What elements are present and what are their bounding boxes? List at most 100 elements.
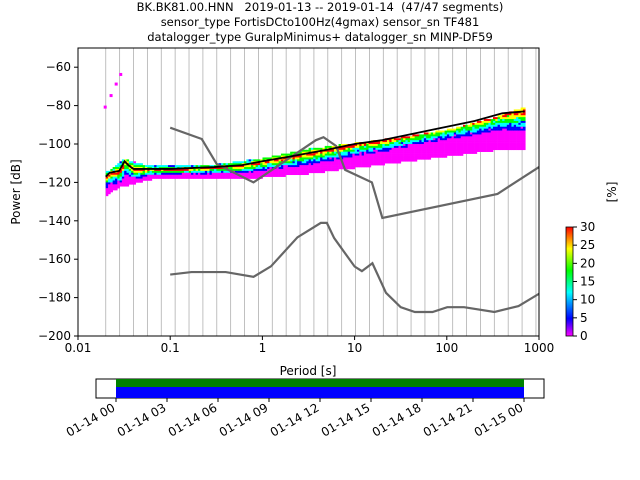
psd-cell [384,142,388,145]
x-tick-label: 100 [435,341,458,355]
psd-cell [280,153,284,156]
psd-cell [165,172,169,176]
psd-cell [299,170,302,174]
psd-cell [239,165,243,168]
psd-cell [446,132,450,135]
psd-cell [324,159,328,162]
psd-cell [481,145,485,149]
psd-cell [370,157,374,160]
psd-cell [124,167,127,170]
psd-cell [439,136,443,139]
psd-cell [410,142,413,145]
psd-cell [294,172,298,176]
psd-cell [195,168,199,172]
psd-cell [495,126,498,129]
psd-cell [161,165,164,168]
psd-cell [223,168,226,172]
psd-cell [393,145,397,149]
psd-cell [460,153,464,156]
psd-cell [518,120,521,124]
psd-cell [412,153,415,156]
psd-cell [382,159,385,162]
psd-cell [513,124,517,128]
psd-cell [421,136,425,139]
psd-cell [184,172,187,176]
psd-cell [246,170,249,174]
psd-cell [250,172,254,176]
psd-cell [433,132,436,135]
psd-cell [274,165,277,168]
psd-cell [458,153,462,156]
psd-cell [513,109,517,112]
psd-cell [366,165,369,168]
psd-cell [490,149,494,152]
psd-cell [416,149,420,152]
psd-cell [315,163,319,166]
psd-cell [333,167,337,170]
psd-cell [214,170,217,174]
psd-cell [303,155,307,158]
psd-cell [274,170,277,174]
psd-cell [264,170,268,174]
psd-cell [232,163,236,166]
psd-cell [294,157,298,160]
psd-cell [370,153,374,156]
psd-cell [347,163,351,166]
psd-cell [513,119,517,122]
psd-cell [467,128,471,131]
psd-cell [492,124,496,128]
psd-cell [472,138,475,141]
psd-cell [472,132,475,135]
psd-cell [290,159,293,162]
colorbar-tick-label: 20 [580,256,595,270]
psd-cell [446,128,450,131]
psd-cell [509,145,512,149]
psd-cell [363,163,367,166]
psd-cell [502,120,505,124]
psd-cell [184,174,187,177]
psd-cell [403,140,406,143]
psd-cell [110,178,113,181]
psd-cell [410,157,413,160]
psd-cell [497,142,501,145]
psd-cell [421,155,425,158]
psd-cell [320,161,323,164]
psd-cell [368,149,372,152]
psd-cell [444,130,448,133]
psd-cell [469,144,473,147]
psd-cell [439,130,443,133]
psd-cell [380,149,383,152]
psd-cell [239,176,243,179]
psd-cell [453,140,457,143]
psd-cell [241,172,245,176]
psd-cell [490,142,494,145]
psd-cell [416,144,420,147]
psd-cell [458,144,462,147]
psd-cell [133,180,137,183]
psd-cell [110,176,113,179]
psd-cell [163,176,166,179]
psd-cell [306,155,309,158]
psd-cell [354,157,358,160]
psd-cell [299,172,302,176]
psd-cell [329,153,332,156]
psd-cell [209,176,213,179]
psd-cell [131,165,134,168]
psd-cell [354,165,358,168]
psd-cell [497,115,501,118]
psd-heatmap [103,72,526,197]
psd-cell [359,144,362,147]
psd-cell [474,138,478,141]
psd-cell [174,172,178,176]
psd-cell [336,157,339,160]
psd-cell [495,132,498,135]
psd-cell [520,113,524,116]
psd-cell [502,119,505,122]
psd-cell [248,172,252,176]
psd-cell [384,155,388,158]
psd-cell [322,157,326,160]
psd-cell [518,147,521,151]
psd-cell [423,140,427,143]
psd-cell [324,155,328,158]
psd-cell [227,174,231,177]
